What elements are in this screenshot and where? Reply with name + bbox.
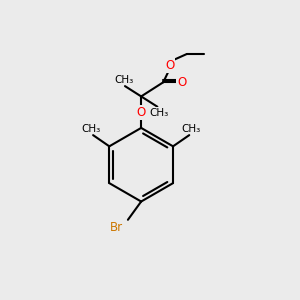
- Text: O: O: [136, 106, 146, 119]
- Text: Br: Br: [110, 220, 123, 234]
- Text: O: O: [165, 59, 174, 72]
- Text: CH₃: CH₃: [82, 124, 101, 134]
- Text: CH₃: CH₃: [182, 124, 201, 134]
- Text: CH₃: CH₃: [149, 108, 169, 118]
- Text: O: O: [177, 76, 186, 89]
- Text: CH₃: CH₃: [114, 75, 133, 85]
